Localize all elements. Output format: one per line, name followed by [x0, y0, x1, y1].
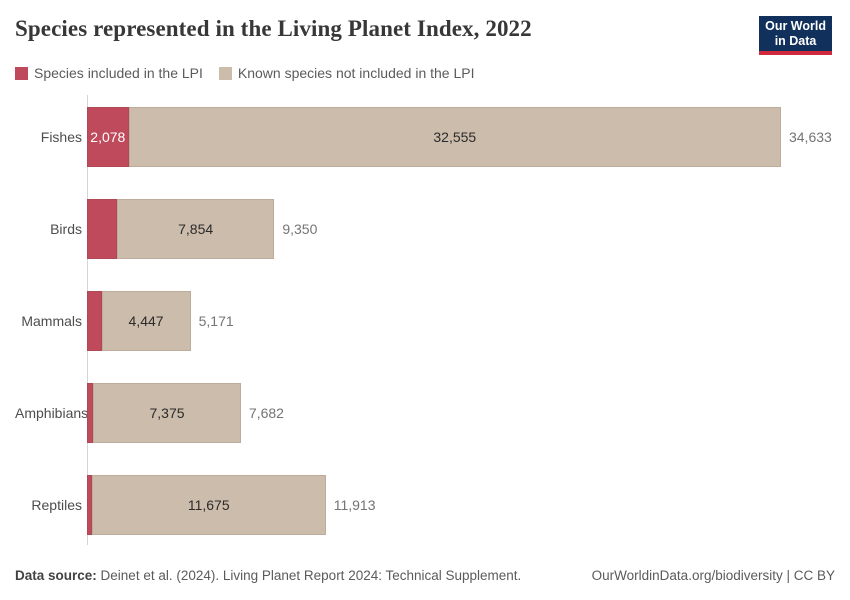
legend-item-not-included[interactable]: Known species not included in the LPI: [218, 65, 475, 81]
bar-segment-included[interactable]: [87, 291, 102, 351]
owid-logo-line1: Our World: [765, 19, 826, 33]
bar-segment-not-included[interactable]: 11,675: [91, 475, 326, 535]
bar-segment-not-included[interactable]: 4,447: [101, 291, 191, 351]
total-value-label: 34,633: [788, 129, 832, 145]
segment-value-label: 2,078: [90, 129, 126, 145]
page-title: Species represented in the Living Planet…: [15, 16, 532, 41]
category-label: Amphibians: [15, 405, 89, 421]
data-source-note: Data source: Deinet et al. (2024). Livin…: [15, 567, 521, 584]
legend: Species included in the LPI Known specie…: [15, 65, 475, 81]
bar-segment-included[interactable]: [87, 383, 94, 443]
bar-segment-not-included[interactable]: 32,555: [128, 107, 781, 167]
stacked-bar[interactable]: 7,854 9,350: [87, 199, 317, 259]
total-value-label: 11,913: [333, 497, 376, 513]
bar-segment-included[interactable]: [87, 199, 117, 259]
legend-label: Species included in the LPI: [34, 65, 203, 81]
segment-value-label: 11,675: [187, 497, 230, 513]
legend-swatch-included-icon: [15, 66, 28, 80]
segment-value-label: 32,555: [433, 129, 477, 145]
bar-segment-not-included[interactable]: 7,854: [116, 199, 275, 259]
segment-value-label: 4,447: [128, 313, 164, 329]
bar-segment-not-included[interactable]: 7,375: [93, 383, 241, 443]
stacked-bar[interactable]: 11,675 11,913: [87, 475, 375, 535]
total-value-label: 5,171: [198, 313, 234, 329]
bar-row: Fishes 2,078 32,555 34,633: [15, 107, 832, 167]
category-label: Reptiles: [31, 497, 82, 513]
legend-label: Known species not included in the LPI: [237, 65, 475, 81]
bar-row: Birds 7,854 9,350: [15, 199, 317, 259]
data-source-label: Data source:: [15, 568, 97, 583]
legend-item-included[interactable]: Species included in the LPI: [15, 65, 203, 81]
total-value-label: 7,682: [248, 405, 284, 421]
attribution-link[interactable]: OurWorldinData.org/biodiversity | CC BY: [591, 568, 835, 583]
bar-row: Reptiles 11,675 11,913: [15, 475, 375, 535]
category-label: Mammals: [21, 313, 82, 329]
owid-logo-line2: in Data: [774, 34, 817, 48]
total-value-label: 9,350: [282, 221, 318, 237]
stacked-bar[interactable]: 4,447 5,171: [87, 291, 234, 351]
chart-footer: Data source: Deinet et al. (2024). Livin…: [15, 567, 835, 584]
segment-value-label: 7,375: [149, 405, 185, 421]
bar-row: Mammals 4,447 5,171: [15, 291, 234, 351]
chart-area: Fishes 2,078 32,555 34,633 Birds 7,854: [15, 95, 850, 545]
legend-swatch-not-included-icon: [218, 66, 232, 80]
category-label: Fishes: [40, 129, 82, 145]
chart-header: Species represented in the Living Planet…: [15, 14, 835, 55]
bar-row: Amphibians 7,375 7,682: [15, 383, 284, 443]
bar-segment-included[interactable]: 2,078: [87, 107, 129, 167]
owid-logo: Our World in Data: [759, 16, 832, 55]
stacked-bar[interactable]: 7,375 7,682: [87, 383, 284, 443]
segment-value-label: 7,854: [178, 221, 214, 237]
category-label: Birds: [50, 221, 82, 237]
data-source-text: Deinet et al. (2024). Living Planet Repo…: [100, 568, 522, 583]
stacked-bar[interactable]: 2,078 32,555 34,633: [87, 107, 832, 167]
bar-segment-included[interactable]: [87, 475, 92, 535]
